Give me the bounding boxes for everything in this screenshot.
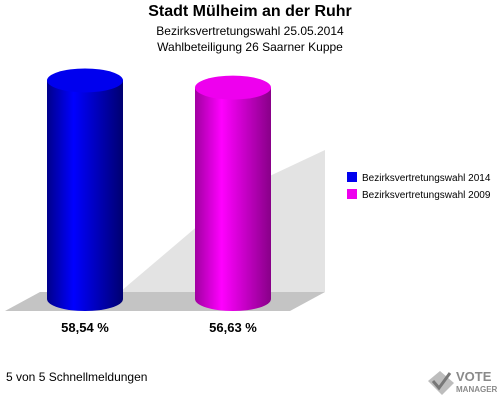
- legend-label-2014: Bezirksvertretungswahl 2014: [362, 173, 491, 184]
- bar-body: [195, 87, 271, 312]
- vote-manager-logo: VOTE MANAGER: [426, 366, 500, 400]
- bar-value-label: 58,54 %: [61, 320, 109, 335]
- legend-label-2009: Bezirksvertretungswahl 2009: [362, 190, 491, 201]
- legend: Bezirksvertretungswahl 2014 Bezirksvertr…: [347, 172, 491, 201]
- bar-2009: [195, 75, 271, 312]
- logo-line-2: MANAGER: [456, 385, 498, 394]
- footer-status: 5 von 5 Schnellmeldungen: [6, 370, 148, 384]
- chart-subtitle-date: Bezirksvertretungswahl 25.05.2014: [156, 24, 344, 38]
- bar-value-label: 56,63 %: [209, 320, 257, 335]
- checkmark-ballot-icon: [428, 371, 454, 395]
- bar-body: [47, 80, 123, 311]
- bar-top: [47, 68, 123, 93]
- logo-line-1: VOTE: [456, 369, 492, 384]
- bar-top: [195, 75, 271, 100]
- legend-swatch-2014: [347, 172, 357, 182]
- chart-subtitle-district: Wahlbeteiligung 26 Saarner Kuppe: [157, 40, 343, 54]
- legend-swatch-2009: [347, 189, 357, 199]
- chart-title: Stadt Mülheim an der Ruhr: [148, 3, 352, 20]
- bar-2014: [47, 68, 123, 311]
